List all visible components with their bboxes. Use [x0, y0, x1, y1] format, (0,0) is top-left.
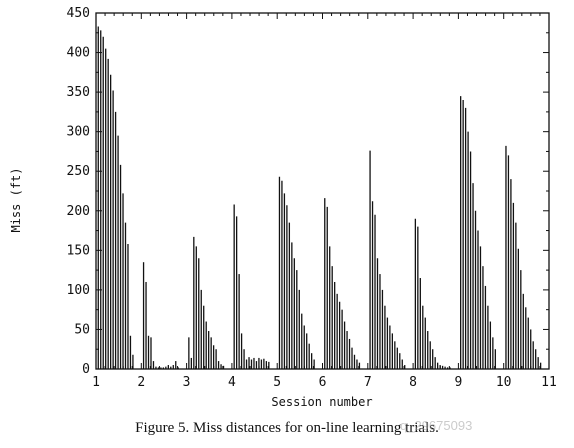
bars-group [97, 26, 542, 369]
x-tick-label: 1 [92, 375, 100, 390]
y-axis-label: Miss (ft) [9, 167, 23, 232]
y-tick-label: 150 [67, 243, 90, 258]
y-tick-label: 400 [67, 46, 90, 61]
x-tick-label: 3 [183, 375, 191, 390]
x-axis-ticks: 1 2 3 4 5 6 7 8 9 10 11 [92, 13, 557, 390]
y-tick-label: 350 [67, 85, 90, 100]
y-tick-label: 250 [67, 164, 90, 179]
x-tick-label: 11 [541, 375, 557, 390]
x-tick-label: 5 [273, 375, 281, 390]
y-tick-label: 200 [67, 204, 90, 219]
y-tick-label: 100 [67, 283, 90, 298]
y-axis-ticks: 0 50 100 150 200 250 300 350 400 450 [67, 6, 549, 377]
x-tick-label: 8 [409, 375, 417, 390]
figure-caption: Figure 5. Miss distances for on-line lea… [135, 420, 439, 436]
x-tick-label: 6 [319, 375, 327, 390]
x-tick-label: 9 [454, 375, 462, 390]
x-tick-label: 10 [496, 375, 512, 390]
y-tick-label: 0 [82, 362, 90, 377]
watermark: q_29675093 [400, 418, 473, 433]
y-tick-label: 450 [67, 6, 90, 21]
x-axis-label: Session number [271, 395, 372, 409]
y-tick-label: 300 [67, 125, 90, 140]
y-tick-label: 50 [74, 322, 90, 337]
x-tick-label: 7 [364, 375, 372, 390]
x-tick-label: 2 [137, 375, 145, 390]
x-tick-label: 4 [228, 375, 236, 390]
